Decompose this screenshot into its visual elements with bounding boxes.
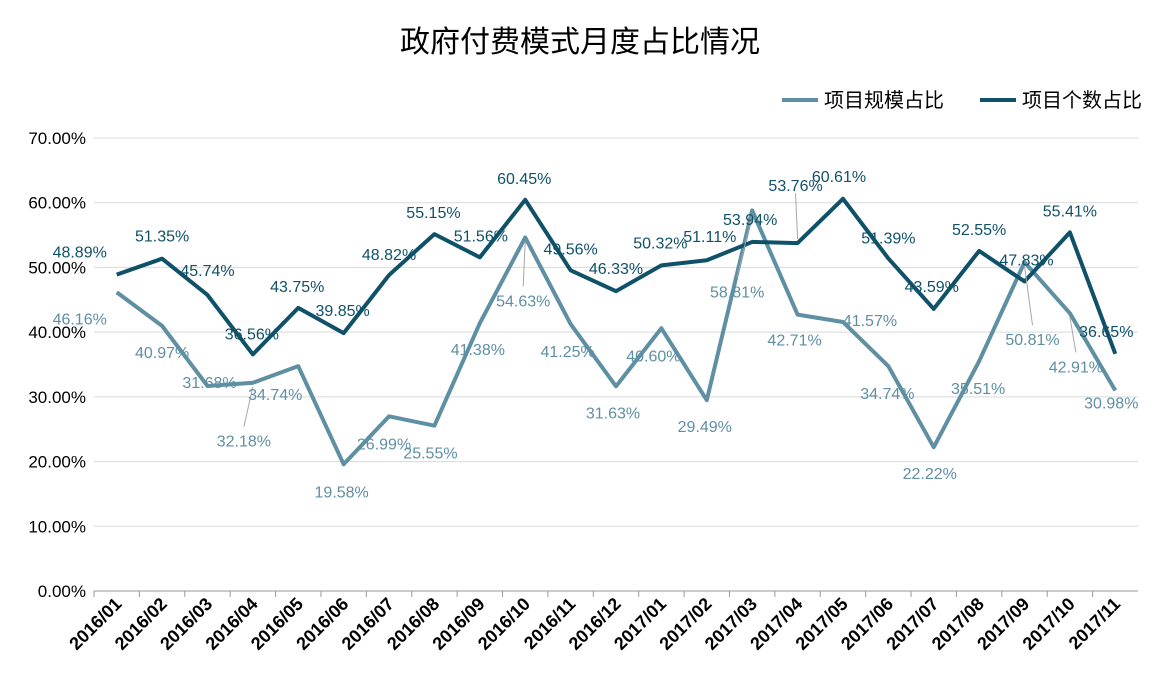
leader-line: [736, 214, 753, 278]
y-tick-label: 50.00%: [28, 258, 86, 277]
data-label: 22.22%: [903, 466, 957, 483]
data-label: 53.94%: [723, 212, 777, 229]
y-tick-label: 70.00%: [28, 129, 86, 148]
data-label: 29.49%: [678, 419, 732, 436]
data-label: 41.25%: [540, 344, 594, 361]
data-label: 19.58%: [315, 484, 369, 501]
data-label: 31.63%: [586, 405, 640, 422]
data-label: 36.56%: [225, 326, 279, 343]
data-label: 30.98%: [1084, 396, 1138, 413]
data-label: 45.74%: [180, 263, 234, 280]
data-label: 54.63%: [496, 293, 550, 310]
data-label: 35.51%: [951, 381, 1005, 398]
data-label: 26.99%: [357, 436, 411, 453]
data-label: 42.91%: [1049, 359, 1103, 376]
legend-label-scale: 项目规模占比: [824, 89, 944, 112]
data-label: 60.45%: [497, 171, 551, 188]
data-label: 34.74%: [860, 386, 914, 403]
data-label: 51.39%: [861, 230, 915, 247]
data-label: 49.56%: [543, 241, 597, 258]
data-label: 41.57%: [843, 313, 897, 330]
data-label: 58.81%: [710, 284, 764, 301]
data-label: 39.85%: [316, 303, 370, 320]
data-label: 50.32%: [633, 235, 687, 252]
y-tick-label: 40.00%: [28, 323, 86, 342]
legend-label-count: 项目个数占比: [1022, 89, 1142, 112]
leader-line: [1024, 266, 1034, 326]
data-label: 52.55%: [952, 222, 1006, 239]
data-label: 47.83%: [999, 252, 1053, 269]
data-label: 34.74%: [248, 387, 302, 404]
leader-line: [1069, 317, 1077, 353]
data-label: 55.41%: [1043, 203, 1097, 220]
y-tick-label: 0.00%: [38, 582, 86, 601]
data-label: 32.18%: [217, 434, 271, 451]
data-label: 40.97%: [135, 345, 189, 362]
leader-line: [522, 241, 526, 287]
data-label: 48.82%: [362, 247, 416, 264]
y-tick-label: 30.00%: [28, 388, 86, 407]
data-label: 55.15%: [406, 205, 460, 222]
leader-line: [243, 386, 254, 427]
chart-title: 政府付费模式月度占比情况: [400, 26, 760, 59]
data-label: 60.61%: [812, 169, 866, 186]
data-label: 31.68%: [182, 375, 236, 392]
x-tick-label: 2017/11: [1065, 594, 1124, 653]
data-label: 40.60%: [626, 348, 680, 365]
data-label: 25.55%: [403, 446, 457, 463]
data-label: 51.56%: [454, 228, 508, 245]
y-tick-label: 60.00%: [28, 194, 86, 213]
data-label: 42.71%: [767, 333, 821, 350]
y-tick-label: 10.00%: [28, 517, 86, 536]
data-label: 46.16%: [53, 311, 107, 328]
data-label: 50.81%: [1005, 332, 1059, 349]
leader-line: [795, 193, 799, 240]
data-label: 41.38%: [451, 342, 505, 359]
data-label: 43.59%: [905, 279, 959, 296]
data-label: 48.89%: [53, 245, 107, 262]
series-line-scale: [115, 208, 1118, 467]
y-tick-label: 20.00%: [28, 453, 86, 472]
data-label: 51.11%: [683, 229, 736, 246]
data-label: 46.33%: [589, 261, 643, 278]
data-label: 51.35%: [135, 229, 189, 246]
data-label: 43.75%: [270, 279, 324, 296]
series-line-count: [116, 196, 1118, 357]
legend: 项目规模占比 项目个数占比: [782, 89, 1142, 112]
data-label: 53.76%: [768, 178, 822, 195]
data-label: 36.65%: [1079, 324, 1133, 341]
